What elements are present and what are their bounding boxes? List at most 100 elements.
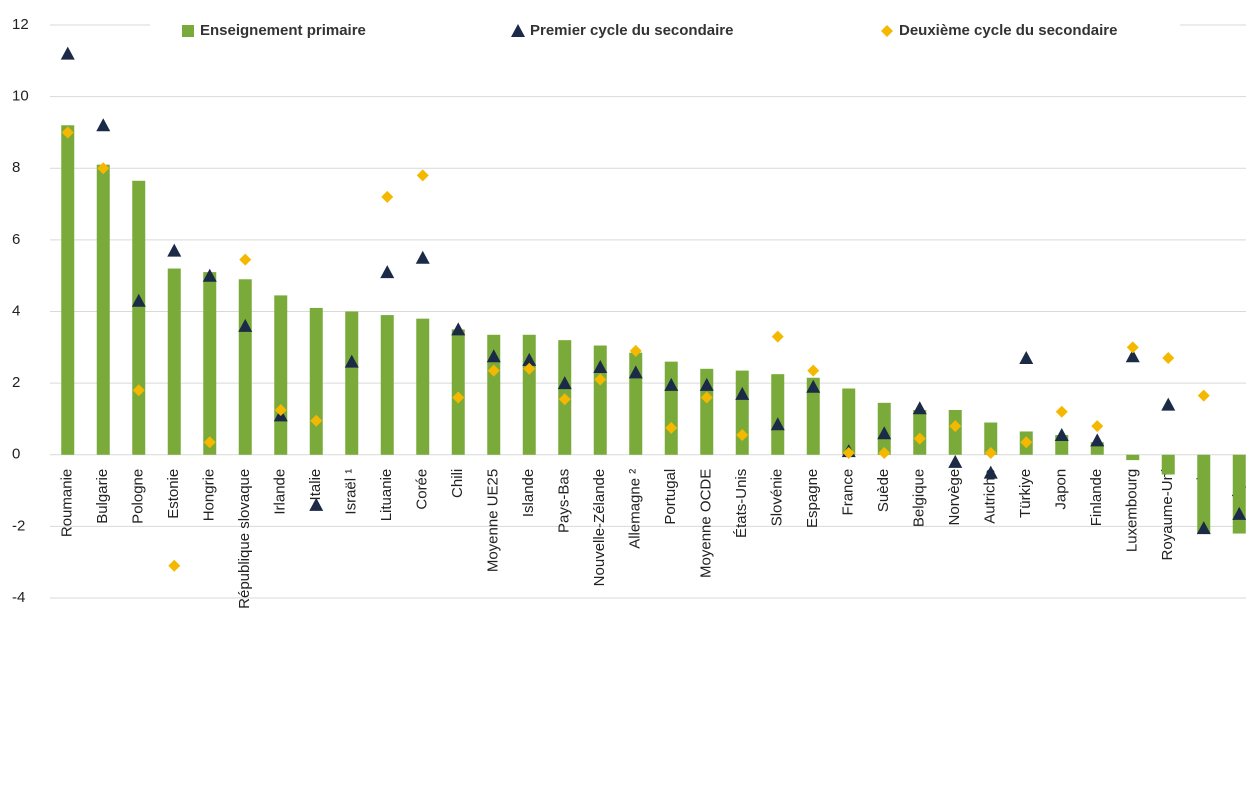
bar [771,374,785,455]
legend-box [150,14,1180,48]
triangle-marker [1196,521,1211,535]
legend-swatch [182,25,194,37]
bar [842,388,856,455]
diamond-marker [203,436,216,449]
legend-label: Premier cycle du secondaire [530,22,733,39]
bar [913,409,927,455]
x-tick-label: Islande [520,469,537,517]
triangle-marker [238,318,253,332]
y-tick-label: 4 [12,302,20,319]
diamond-marker [881,25,893,37]
triangle-marker [1090,433,1105,447]
x-tick-label: Suède [875,469,892,512]
triangle-marker [593,360,608,374]
x-tick-label: Portugal [662,469,679,525]
triangle-marker [96,118,111,132]
x-tick-label: Pologne [130,469,147,524]
diamond-marker [984,446,997,459]
bar [735,370,749,455]
triangle-marker [983,465,998,479]
x-tick-label: Finlande [1088,469,1105,527]
triangle-marker [912,401,927,415]
x-tick-label: Slovénie [769,469,786,527]
x-tick-label: Irlande [272,469,289,515]
x-tick-label: Japon [1053,469,1070,510]
x-tick-label: Bulgarie [94,469,111,524]
diamond-marker [842,446,855,459]
triangle-marker [770,417,785,431]
diamond-marker [1020,436,1033,449]
y-tick-label: 0 [12,446,20,463]
triangle-marker [511,24,525,37]
triangle-marker [699,377,714,391]
diamond-marker [1197,389,1210,402]
x-tick-label: France [840,469,857,516]
diamond-marker [523,362,536,375]
diamond-marker [807,364,820,377]
bar [203,272,217,455]
triangle-marker [344,354,359,368]
bar [664,361,678,455]
triangle-marker [309,497,324,511]
x-tick-label: Estonie [165,469,182,519]
triangle-marker [60,46,75,60]
bar [416,318,430,455]
diamond-marker [771,330,784,343]
diamond-marker [629,344,642,357]
diamond-marker [452,391,465,404]
triangle-marker [948,454,963,468]
diamond-marker [878,446,891,459]
x-tick-label: Corée [414,469,431,510]
diamond-marker [913,432,926,445]
bar [238,279,252,455]
diamond-marker [1055,405,1068,418]
x-tick-label: Belgique [911,469,928,527]
bar [274,295,288,455]
diamond-marker [274,403,287,416]
triangle-marker [167,243,182,257]
triangle-marker [1019,351,1034,365]
legend-label: Enseignement primaire [200,22,366,39]
bar [132,180,146,455]
bar [61,125,75,455]
triangle-marker [522,352,537,366]
triangle-marker [557,376,572,390]
diamond-marker [736,429,749,442]
bar [345,311,359,455]
x-tick-label: Moyenne UE25 [485,469,502,572]
triangle-marker [1054,428,1069,442]
diamond-marker [665,421,678,434]
triangle-marker [486,349,501,363]
x-tick-label: Allemagne ² [627,469,644,549]
bar [1232,454,1246,534]
diamond-marker [132,384,145,397]
diamond-marker [381,190,394,203]
diamond-marker [594,373,607,386]
y-tick-label: 8 [12,159,20,176]
triangle-marker [451,322,466,336]
triangle-marker [664,377,679,391]
y-tick-label: -2 [12,517,25,534]
x-tick-label: Roumanie [59,469,76,537]
x-tick-label: Türkiye [1017,469,1034,518]
bar [806,377,820,455]
diamond-marker [487,364,500,377]
bar [380,315,394,455]
y-tick-label: -4 [12,589,25,606]
diamond-marker [168,559,181,572]
bar [96,164,110,455]
x-tick-label: Lituanie [378,469,395,522]
triangle-marker [1125,349,1140,363]
triangle-marker [415,250,430,264]
triangle-marker [806,379,821,393]
y-tick-label: 12 [12,16,29,33]
triangle-marker [1232,506,1246,520]
bar [1126,454,1140,461]
diamond-marker [949,420,962,433]
diamond-marker [239,253,252,266]
x-tick-label: Luxembourg [1124,469,1141,552]
diamond-marker [700,391,713,404]
diamond-marker [61,126,74,139]
x-tick-label: Nouvelle-Zélande [591,469,608,587]
diamond-marker [1126,341,1139,354]
